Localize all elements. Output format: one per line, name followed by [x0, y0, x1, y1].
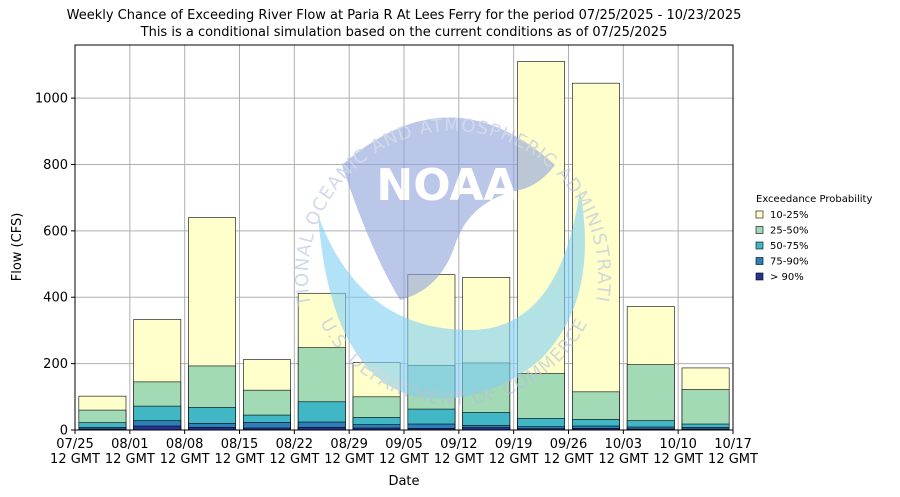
legend-entry: 25-50% [770, 226, 809, 237]
legend-swatch [755, 257, 764, 265]
x-tick-label: 08/08 12 GMT [160, 437, 210, 467]
x-tick-label: 09/19 12 GMT [489, 437, 539, 467]
x-tick-label: 09/26 12 GMT [544, 437, 594, 467]
bar-2550-10 [626, 364, 675, 431]
bar-2550-11 [681, 389, 730, 431]
legend-swatch [755, 241, 764, 250]
y-tick-label: 800 [43, 158, 68, 173]
x-tick-label: 07/25 12 GMT [50, 437, 100, 467]
x-tick-label: 08/01 12 GMT [105, 437, 155, 467]
legend-entry: 75-90% [770, 257, 809, 268]
x-tick-label: 10/10 12 GMT [653, 437, 703, 467]
y-axis-label: Flow (CFS) [10, 213, 25, 282]
y-tick-label: 400 [43, 291, 68, 306]
x-tick-label: 10/17 12 GMT [708, 437, 758, 467]
legend-swatch [755, 210, 764, 219]
noaa-logo-text: NOAA [376, 160, 517, 211]
x-tick-label: 08/22 12 GMT [269, 437, 319, 467]
legend-title: Exceedance Probability [756, 194, 872, 205]
y-axis: 0 200 400 600 800 1000 [35, 92, 75, 439]
noaa-wave-icon [318, 190, 585, 399]
legend: Exceedance Probability 10-25% 25-50% 50-75%… [755, 194, 872, 283]
y-tick-label: 1000 [35, 92, 68, 107]
y-tick-label: 200 [43, 357, 68, 372]
legend-swatch [755, 272, 764, 281]
bar-90-1 [133, 425, 182, 431]
noaa-bird-icon [342, 117, 555, 300]
bars-group [78, 61, 730, 431]
y-tick-label: 600 [43, 224, 68, 239]
legend-entry: 50-75% [770, 241, 809, 252]
chart-subtitle: This is a conditional simulation based o… [140, 25, 668, 40]
x-tick-label: 08/15 12 GMT [215, 437, 265, 467]
chart-title: Weekly Chance of Exceeding River Flow at… [66, 8, 742, 23]
x-tick-label: 10/03 12 GMT [598, 437, 648, 467]
legend-entry: 10-25% [770, 210, 809, 221]
legend-swatch [755, 226, 764, 234]
y-tick-label: 0 [60, 424, 68, 439]
x-tick-label: 08/29 12 GMT [324, 437, 374, 467]
x-tick-label: 09/05 12 GMT [379, 437, 429, 467]
x-axis-label: Date [388, 474, 419, 489]
x-tick-label: 09/12 12 GMT [434, 437, 484, 467]
legend-entry: > 90% [770, 272, 804, 283]
